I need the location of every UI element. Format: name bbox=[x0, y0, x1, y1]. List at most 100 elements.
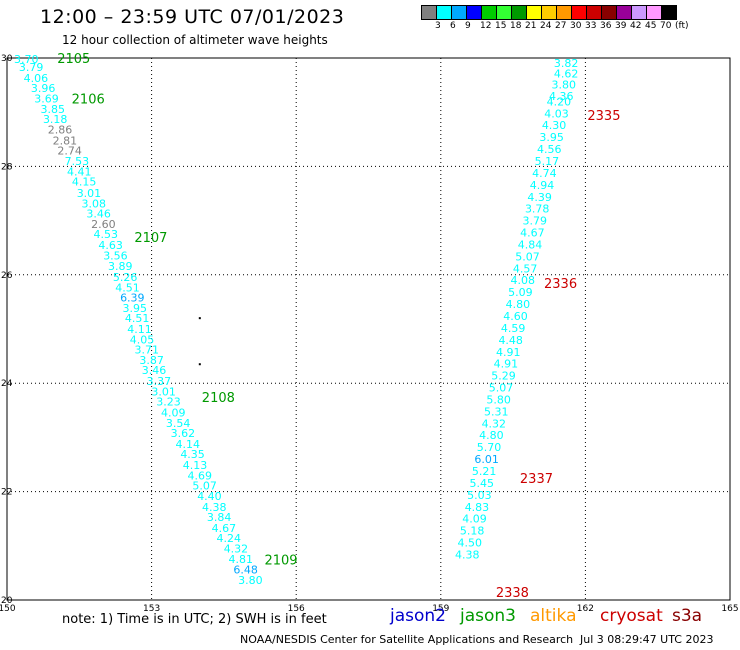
wave-height-label: 2.86 bbox=[48, 124, 73, 137]
axis-ticks: 150 153 156 159 162 165 20 22 24 26 28 30 bbox=[0, 54, 739, 614]
wave-height-label: 3.56 bbox=[103, 249, 128, 262]
y-tick-label: 24 bbox=[1, 379, 13, 389]
wave-height-label: 6.39 bbox=[120, 292, 145, 305]
legend-item-s3a: s3a bbox=[672, 606, 703, 626]
color-scale-label: 3 bbox=[435, 21, 441, 31]
wave-height-label: 4.24 bbox=[216, 532, 241, 545]
position-marker bbox=[198, 363, 201, 366]
x-tick-label: 153 bbox=[143, 604, 160, 614]
wave-height-label: 2.74 bbox=[57, 145, 82, 158]
grid bbox=[7, 58, 730, 600]
pass-number-label: 2338 bbox=[496, 586, 529, 601]
color-scale-label: 42 bbox=[630, 21, 642, 31]
wave-height-label: 4.32 bbox=[482, 417, 507, 430]
wave-height-label: 4.30 bbox=[542, 119, 567, 132]
color-scale bbox=[421, 5, 677, 20]
x-tick-label: 162 bbox=[577, 604, 594, 614]
wave-height-label: 4.56 bbox=[537, 143, 562, 156]
wave-height-label: 3.54 bbox=[166, 417, 191, 430]
color-swatch bbox=[661, 5, 677, 20]
color-scale-label: 18 bbox=[510, 21, 522, 31]
color-scale-label: 36 bbox=[600, 21, 612, 31]
y-tick-label: 22 bbox=[1, 488, 12, 498]
color-scale-label: 12 bbox=[480, 21, 492, 31]
wave-height-label: 4.81 bbox=[229, 553, 254, 566]
legend-item-cryosat: cryosat bbox=[600, 606, 663, 626]
x-tick-label: 150 bbox=[0, 604, 16, 614]
x-tick-label: 165 bbox=[721, 604, 738, 614]
wave-height-label: 5.70 bbox=[477, 441, 502, 454]
wave-height-label: 5.07 bbox=[192, 480, 217, 493]
plot-frame bbox=[6, 57, 731, 601]
wave-height-label: 3.62 bbox=[171, 427, 196, 440]
wave-height-label: 3.46 bbox=[142, 364, 167, 377]
color-scale-label: 70 bbox=[660, 21, 672, 31]
wave-height-label: 5.18 bbox=[460, 525, 485, 538]
y-tick-label: 30 bbox=[1, 54, 13, 64]
wave-height-label: 4.13 bbox=[183, 459, 208, 472]
wave-height-label: 4.09 bbox=[462, 513, 487, 526]
page-subtitle: 12 hour collection of altimeter wave hei… bbox=[62, 33, 328, 47]
x-tick-label: 156 bbox=[288, 604, 305, 614]
wave-height-label: 4.41 bbox=[67, 165, 92, 178]
wave-height-label: 4.39 bbox=[527, 191, 552, 204]
color-scale-label: 39 bbox=[615, 21, 627, 31]
wave-height-label: 5.07 bbox=[515, 250, 540, 263]
position-marker bbox=[198, 317, 201, 320]
wave-height-label: 4.51 bbox=[115, 281, 140, 294]
pass-number-label: 2106 bbox=[72, 93, 105, 108]
y-tick-label: 28 bbox=[1, 162, 13, 172]
wave-height-label: 4.48 bbox=[498, 334, 523, 347]
wave-height-label: 3.80 bbox=[551, 79, 576, 92]
wave-height-label: 4.14 bbox=[176, 438, 201, 451]
wave-height-label: 4.20 bbox=[547, 95, 572, 108]
color-scale-label: 27 bbox=[555, 21, 567, 31]
wave-height-label: 5.09 bbox=[508, 286, 533, 299]
pass-number-label: 2108 bbox=[202, 391, 235, 406]
color-scale-label: 21 bbox=[525, 21, 537, 31]
pass-number-label: 2336 bbox=[544, 277, 577, 292]
pass-labels: 2105 2106 2107 2108 2109 2335 2336 2337 2338 bbox=[57, 52, 620, 601]
wave-height-label: 5.31 bbox=[484, 405, 509, 418]
wave-height-label: 3.82 bbox=[554, 57, 579, 70]
wave-height-label: 2.60 bbox=[91, 218, 116, 231]
color-scale-label: 45 bbox=[645, 21, 657, 31]
wave-height-label: 5.29 bbox=[491, 370, 516, 383]
wave-height-label: 3.18 bbox=[43, 113, 68, 126]
plot-border bbox=[6, 57, 731, 601]
wave-height-label: 3.79 bbox=[19, 61, 44, 74]
color-scale-label: 6 bbox=[450, 21, 456, 31]
wave-height-label: 2.81 bbox=[53, 134, 78, 147]
wave-height-label: 4.67 bbox=[520, 227, 545, 240]
wave-height-label: 4.67 bbox=[212, 522, 237, 535]
pass-number-label: 2337 bbox=[520, 472, 553, 487]
color-scale-label: 15 bbox=[495, 21, 507, 31]
wave-height-label: 5.21 bbox=[472, 465, 497, 478]
footer-timestamp: Jul 3 08:29:47 UTC 2023 bbox=[580, 633, 714, 646]
legend-item-jason2: jason2 bbox=[390, 606, 446, 626]
wave-height-label: 4.74 bbox=[532, 167, 557, 180]
wave-height-label: 4.80 bbox=[506, 298, 531, 311]
wave-height-label: 3.85 bbox=[41, 103, 66, 116]
wave-height-label: 4.08 bbox=[510, 274, 535, 287]
wave-height-label: 5.80 bbox=[486, 393, 511, 406]
legend-item-altika: altika bbox=[530, 606, 577, 626]
wave-height-label: 5.45 bbox=[470, 477, 495, 490]
wave-height-label: 4.40 bbox=[197, 490, 222, 503]
wave-height-label: 4.38 bbox=[202, 501, 227, 514]
wave-height-label: 6.48 bbox=[233, 564, 258, 577]
wave-height-label: 3.69 bbox=[34, 93, 59, 106]
wave-height-label: 3.08 bbox=[82, 197, 107, 210]
wave-height-label: 4.80 bbox=[479, 429, 504, 442]
wave-height-label: 3.79 bbox=[523, 215, 548, 228]
wave-height-label: 3.70 bbox=[14, 53, 39, 66]
color-scale-label: 30 bbox=[570, 21, 582, 31]
wave-height-label: 4.50 bbox=[457, 537, 482, 550]
pass-number-label: 2335 bbox=[587, 109, 620, 124]
wave-height-label: 4.51 bbox=[125, 312, 150, 325]
wave-height-label: 5.07 bbox=[489, 382, 514, 395]
data-labels: 3.703.794.063.963.693.853.182.862.812.74… bbox=[14, 53, 578, 587]
wave-height-label: 3.01 bbox=[151, 385, 176, 398]
wave-height-label: 4.57 bbox=[513, 262, 538, 275]
y-tick-label: 26 bbox=[1, 271, 13, 281]
